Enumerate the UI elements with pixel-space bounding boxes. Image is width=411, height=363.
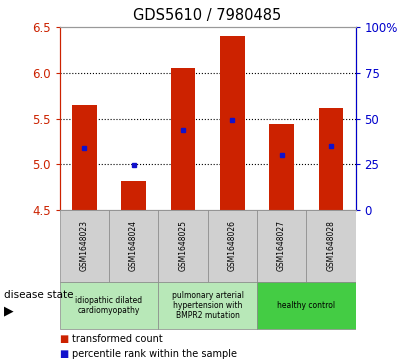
Text: healthy control: healthy control: [277, 301, 335, 310]
Bar: [171, 68, 195, 210]
Text: GSM1648027: GSM1648027: [277, 220, 286, 271]
Text: GSM1648028: GSM1648028: [326, 220, 335, 271]
Text: transformed count: transformed count: [72, 334, 163, 344]
Bar: [319, 107, 343, 210]
Bar: [60, 282, 158, 330]
Text: ■: ■: [60, 349, 69, 359]
Bar: [257, 210, 306, 282]
Text: ■: ■: [60, 334, 69, 344]
Bar: [158, 210, 208, 282]
Bar: [269, 124, 294, 210]
Text: GSM1648026: GSM1648026: [228, 220, 237, 271]
Bar: [60, 210, 109, 282]
Text: ▶: ▶: [4, 305, 14, 318]
Text: idiopathic dilated
cardiomyopathy: idiopathic dilated cardiomyopathy: [75, 296, 143, 315]
Text: GSM1648025: GSM1648025: [178, 220, 187, 271]
Text: GSM1648024: GSM1648024: [129, 220, 138, 271]
Bar: [158, 282, 257, 330]
Text: disease state: disease state: [4, 290, 74, 300]
Bar: [121, 181, 146, 210]
Bar: [109, 210, 158, 282]
Text: GSM1648023: GSM1648023: [80, 220, 89, 271]
Text: percentile rank within the sample: percentile rank within the sample: [72, 349, 237, 359]
Title: GDS5610 / 7980485: GDS5610 / 7980485: [134, 8, 282, 23]
Bar: [257, 282, 356, 330]
Bar: [72, 105, 97, 210]
Text: pulmonary arterial
hypertension with
BMPR2 mutation: pulmonary arterial hypertension with BMP…: [171, 291, 244, 321]
Bar: [208, 210, 257, 282]
Bar: [306, 210, 356, 282]
Bar: [220, 36, 245, 210]
